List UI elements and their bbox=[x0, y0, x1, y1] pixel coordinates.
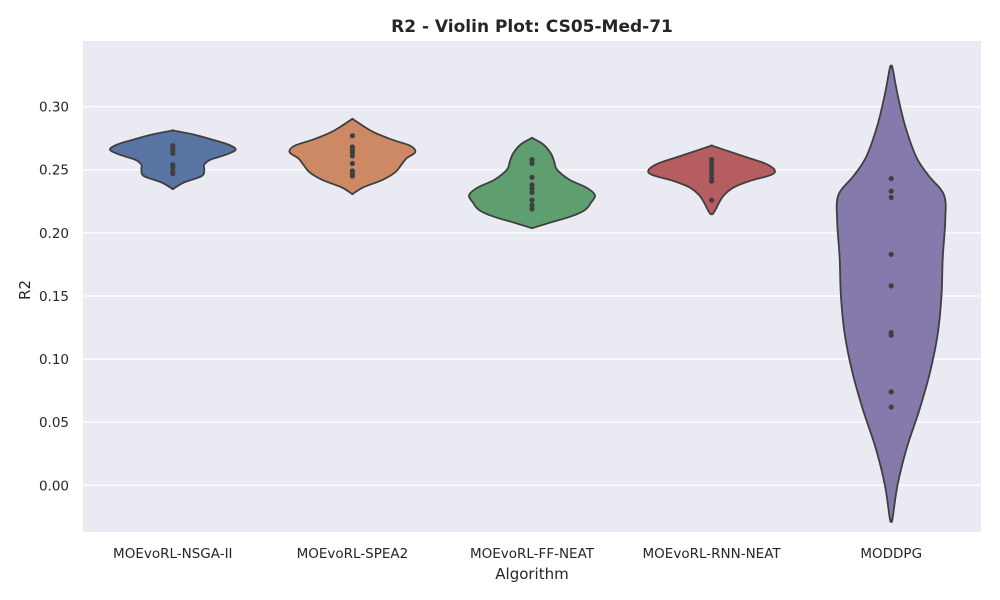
data-point bbox=[529, 182, 535, 188]
data-point bbox=[529, 174, 535, 180]
data-point bbox=[888, 404, 894, 410]
x-tick-labels: MOEvoRL-NSGA-II MOEvoRL-SPEA2 MOEvoRL-FF-N… bbox=[113, 546, 922, 562]
y-tick-label: 0.15 bbox=[39, 289, 69, 305]
data-point bbox=[709, 197, 715, 203]
data-point bbox=[529, 189, 535, 196]
data-point bbox=[529, 197, 535, 203]
data-point bbox=[888, 251, 894, 257]
data-point bbox=[349, 173, 355, 179]
data-point bbox=[709, 157, 715, 163]
violin-moevorl-nsga-ii bbox=[109, 129, 237, 191]
chart-title: R2 - Violin Plot: CS05-Med-71 bbox=[391, 17, 673, 37]
data-point bbox=[888, 283, 894, 289]
data-point bbox=[709, 160, 715, 167]
y-tick-label: 0.05 bbox=[39, 415, 69, 431]
data-points bbox=[170, 133, 894, 410]
x-tick-label: MOEvoRL-RNN-NEAT bbox=[643, 546, 782, 562]
x-tick-label: MODDPG bbox=[860, 546, 922, 562]
x-tick-label: MOEvoRL-SPEA2 bbox=[297, 546, 409, 562]
data-point bbox=[888, 188, 894, 194]
data-point bbox=[170, 150, 176, 156]
data-point bbox=[170, 170, 176, 177]
y-tick-label: 0.20 bbox=[39, 226, 69, 242]
plot-area bbox=[83, 41, 981, 532]
y-tick-label: 0.10 bbox=[39, 352, 69, 368]
data-point bbox=[709, 178, 715, 184]
x-tick-label: MOEvoRL-NSGA-II bbox=[113, 546, 233, 562]
data-point bbox=[529, 186, 535, 192]
data-point bbox=[529, 160, 535, 167]
data-point bbox=[888, 332, 894, 338]
violin-moddpg bbox=[835, 64, 947, 523]
data-point bbox=[529, 157, 535, 163]
y-tick-labels: 0.00 0.05 0.10 0.15 0.20 0.25 0.30 bbox=[39, 100, 69, 495]
data-point bbox=[888, 175, 894, 182]
data-point bbox=[349, 133, 355, 139]
data-point bbox=[170, 164, 176, 170]
y-tick-label: 0.25 bbox=[39, 163, 69, 179]
data-point bbox=[888, 389, 894, 395]
y-tick-label: 0.00 bbox=[39, 478, 69, 494]
x-tick-label: MOEvoRL-FF-NEAT bbox=[470, 546, 595, 562]
y-tick-label: 0.30 bbox=[39, 100, 69, 116]
data-point bbox=[709, 164, 715, 170]
violins bbox=[109, 64, 947, 523]
x-axis-label: Algorithm bbox=[495, 565, 568, 583]
data-point bbox=[349, 153, 355, 159]
data-point bbox=[888, 194, 894, 201]
data-point bbox=[529, 202, 535, 208]
data-point bbox=[349, 160, 355, 167]
data-point bbox=[529, 206, 535, 212]
data-point bbox=[709, 172, 715, 178]
y-axis-label: R2 bbox=[16, 280, 34, 300]
data-point bbox=[709, 168, 715, 174]
data-point bbox=[349, 149, 355, 155]
